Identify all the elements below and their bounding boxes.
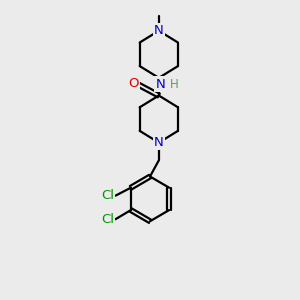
Text: N: N [154, 24, 164, 37]
Text: N: N [155, 77, 165, 91]
Text: H: H [170, 77, 178, 91]
Text: O: O [129, 77, 139, 90]
Text: Cl: Cl [101, 213, 114, 226]
Text: N: N [154, 136, 164, 149]
Text: Cl: Cl [101, 189, 114, 202]
